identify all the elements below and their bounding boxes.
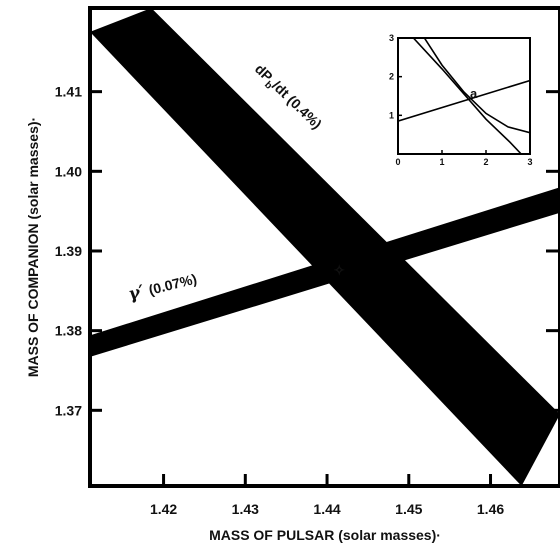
series-label-gamma-rest: (0.07%) <box>147 271 198 298</box>
inset-y-tick-label: 1 <box>389 110 394 120</box>
band-series-0 <box>90 8 560 486</box>
band-series-1 <box>90 187 560 357</box>
x-tick-label: 1.42 <box>150 501 177 517</box>
x-tick-label: 1.44 <box>313 501 340 517</box>
inset-annotation-a: a <box>470 86 478 101</box>
inset-plot: 0 1 2 3 1 2 3 a <box>389 33 533 167</box>
y-tick-label: 1.40 <box>55 163 82 179</box>
series-label-dpb-rest: /dt (0.4%) <box>269 77 325 132</box>
inset-curve-0 <box>412 38 522 154</box>
y-tick-label: 1.37 <box>55 402 82 418</box>
inset-frame <box>397 37 531 155</box>
y-tick-label: 1.41 <box>55 84 82 100</box>
plot-area <box>90 8 560 486</box>
svg-text:γ′(0.07%): γ′(0.07%) <box>126 269 199 305</box>
x-tick-label: 1.45 <box>395 501 422 517</box>
intersection-marker: ✧ <box>333 262 345 278</box>
x-tick-label: 1.43 <box>232 501 259 517</box>
inset-x-tick-label: 2 <box>483 157 488 167</box>
y-tick-label: 1.39 <box>55 243 82 259</box>
inset-y-tick-label: 2 <box>389 72 394 82</box>
inset-y-tick-label: 3 <box>389 33 394 43</box>
x-axis: 1.42 1.43 1.44 1.45 1.46 <box>150 474 504 517</box>
y-axis: 1.37 1.38 1.39 1.40 1.41 <box>55 84 560 418</box>
inset-curve-2 <box>398 79 530 122</box>
y-axis-title: MASS OF COMPANION (solar masses)· <box>25 117 41 377</box>
series-label-gamma-main: γ′ <box>126 282 147 305</box>
series-label-gamma: γ′(0.07%) <box>126 269 199 305</box>
inset-x-tick-label: 0 <box>395 157 400 167</box>
y-tick-label: 1.38 <box>55 323 82 339</box>
inset-x-tick-label: 1 <box>439 157 444 167</box>
inset-axes: 0 1 2 3 1 2 3 <box>389 33 533 167</box>
inset-background <box>398 38 530 154</box>
x-tick-label: 1.46 <box>477 501 504 517</box>
inset-curve-1 <box>423 38 530 134</box>
plot-frame <box>88 6 560 488</box>
inset-curves <box>398 38 530 154</box>
x-axis-title: MASS OF PULSAR (solar masses)· <box>209 527 441 543</box>
inset-x-tick-label: 3 <box>527 157 532 167</box>
